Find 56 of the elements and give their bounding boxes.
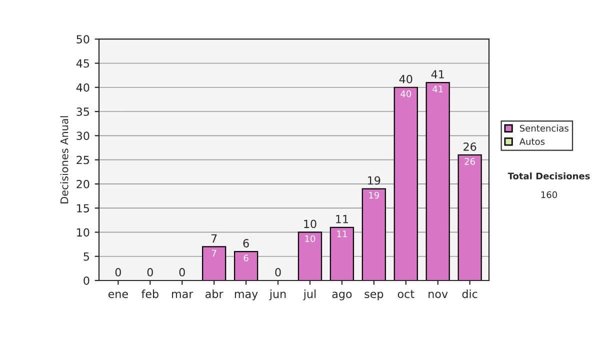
y-tick-label: 30 [76,132,90,140]
y-tick-label: 15 [77,204,89,212]
x-tick-label: oct [398,290,414,298]
total-label: 7 [211,234,217,242]
data-label: 41 [432,86,443,92]
data-label: 6 [244,254,248,262]
bar [202,246,226,280]
y-tick-label: 10 [77,228,90,237]
x-tick-label: jul [303,290,316,300]
bar [234,250,258,280]
y-tick-label: 45 [76,59,89,68]
data-label: 26 [464,158,475,165]
y-axis-title: Decisiones Anual [60,116,68,204]
y-tick-label: 20 [76,180,90,188]
total-label: 26 [464,142,476,151]
total-label: 0 [115,268,121,276]
text: 160 [541,191,558,198]
x-tick-label: ene [108,292,128,298]
y-tick-label: 40 [76,83,90,92]
data-label: 40 [400,90,412,98]
data-label: 11 [337,230,347,238]
bar [394,86,418,280]
x-tick-label: mar [172,292,194,298]
y-tick-label: 50 [76,35,90,44]
bar [330,226,354,280]
x-tick-label: feb [142,290,158,298]
bar [458,154,482,280]
total-label: 0 [275,268,281,276]
bar [362,188,386,280]
total-label: 0 [147,268,153,276]
y-tick-label: 5 [84,252,89,261]
y-tick-label: 35 [76,107,89,116]
legend-label: Sentencias [520,124,568,132]
total-label: 40 [399,74,412,84]
y-tick-label: 25 [76,156,89,164]
x-tick-label: nov [428,292,448,298]
x-tick-label: ago [332,292,352,300]
total-label: 6 [243,239,249,248]
x-tick-label: jun [269,290,286,300]
text: Total Decisiones [508,172,590,180]
total-label: 10 [304,220,316,228]
x-tick-label: sep [364,292,384,300]
data-label: 7 [212,250,216,256]
x-tick-label: may [234,292,258,300]
y-tick-label: 0 [84,276,90,285]
x-tick-label: abr [206,290,224,298]
bar [298,232,322,280]
bar [426,82,450,280]
total-label: 41 [431,70,444,78]
data-label: 19 [369,192,380,199]
x-tick-label: dic [462,290,478,298]
data-label: 10 [305,235,316,242]
total-label: 19 [368,176,380,185]
total-label: 11 [336,215,348,224]
legend-label: Autos [519,138,545,145]
total-label: 0 [179,268,185,276]
